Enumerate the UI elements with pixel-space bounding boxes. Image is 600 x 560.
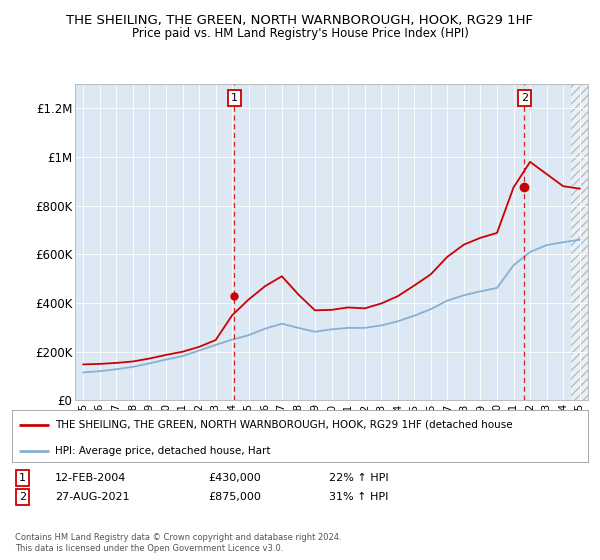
Text: HPI: Average price, detached house, Hart: HPI: Average price, detached house, Hart [55,446,271,456]
Text: THE SHEILING, THE GREEN, NORTH WARNBOROUGH, HOOK, RG29 1HF: THE SHEILING, THE GREEN, NORTH WARNBOROU… [67,14,533,27]
Text: THE SHEILING, THE GREEN, NORTH WARNBOROUGH, HOOK, RG29 1HF (detached house: THE SHEILING, THE GREEN, NORTH WARNBOROU… [55,420,513,430]
Text: 31% ↑ HPI: 31% ↑ HPI [329,492,388,502]
Text: £875,000: £875,000 [208,492,261,502]
Text: 27-AUG-2021: 27-AUG-2021 [55,492,130,502]
Text: 2: 2 [19,492,26,502]
Text: Contains HM Land Registry data © Crown copyright and database right 2024.
This d: Contains HM Land Registry data © Crown c… [15,533,341,553]
Text: 1: 1 [230,93,238,103]
Text: 1: 1 [19,473,26,483]
Text: 22% ↑ HPI: 22% ↑ HPI [329,473,388,483]
Text: 2: 2 [521,93,528,103]
Text: £430,000: £430,000 [208,473,260,483]
Text: Price paid vs. HM Land Registry's House Price Index (HPI): Price paid vs. HM Land Registry's House … [131,27,469,40]
Text: 12-FEB-2004: 12-FEB-2004 [55,473,127,483]
Bar [571,84,592,400]
Bar [571,84,592,400]
